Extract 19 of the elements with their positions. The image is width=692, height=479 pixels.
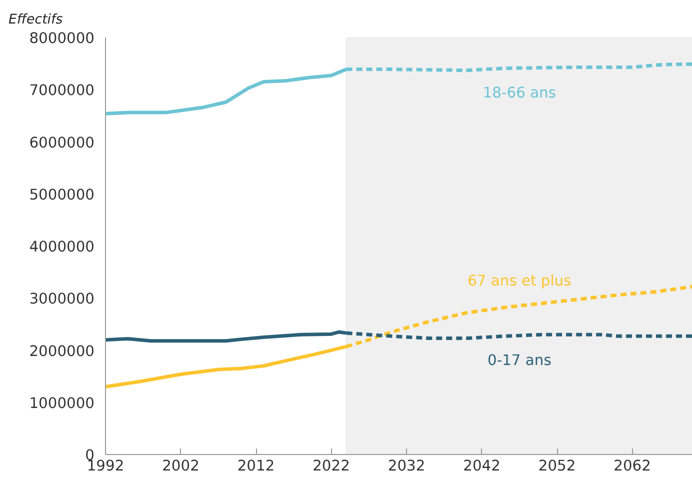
x-tick-label: 2062: [614, 458, 651, 474]
y-tick-label: 8000000: [29, 30, 95, 47]
y-tick-label: 4000000: [29, 238, 95, 256]
series-label: 18-66 ans: [482, 84, 556, 102]
y-tick-label: 6000000: [29, 134, 95, 152]
y-tick-label: 2000000: [29, 342, 95, 360]
x-tick-label: 2032: [388, 458, 426, 474]
y-tick-label: 5000000: [29, 186, 95, 204]
series-label: 67 ans et plus: [468, 272, 572, 290]
y-axis-title: Effectifs: [8, 12, 63, 28]
y-tick-label: 3000000: [29, 290, 95, 308]
series-label: 0-17 ans: [487, 352, 552, 370]
x-tick-label: 2022: [312, 458, 350, 474]
y-tick-label: 1000000: [29, 394, 95, 412]
x-tick-label: 2052: [538, 458, 576, 474]
y-tick-label: 7000000: [29, 82, 95, 100]
x-tick-label: 2042: [463, 458, 500, 474]
x-tick-label: 2002: [162, 458, 200, 474]
x-tick-label: 2012: [237, 458, 275, 474]
